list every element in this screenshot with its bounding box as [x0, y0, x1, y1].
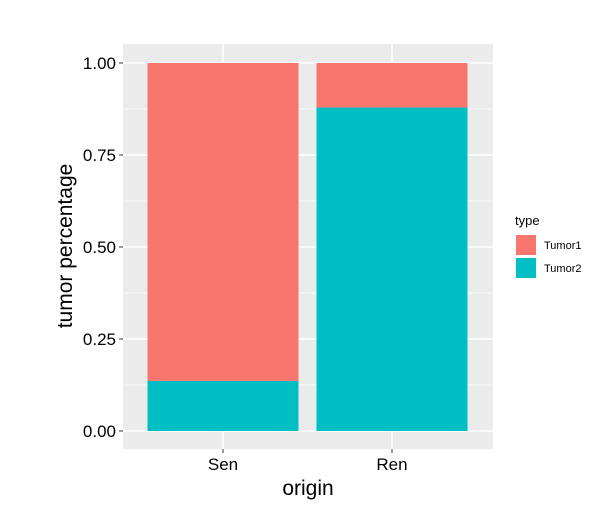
legend-key-tumor1 [516, 235, 536, 255]
y-tick-label: 0.25 [83, 330, 116, 349]
x-tick-label: Sen [208, 455, 238, 474]
y-tick-label: 0.50 [83, 238, 116, 257]
x-tick-label: Ren [376, 455, 407, 474]
bar-ren-tumor1 [316, 63, 468, 108]
x-axis: Sen Ren [208, 449, 408, 474]
bars [147, 63, 468, 431]
y-tick-label: 1.00 [83, 54, 116, 73]
legend-title: type [515, 213, 540, 228]
y-axis-title: tumor percentage [54, 164, 77, 329]
legend-label-tumor1: Tumor1 [544, 240, 582, 252]
legend-label-tumor2: Tumor2 [544, 263, 582, 275]
legend: type Tumor1 Tumor2 [515, 213, 582, 278]
bar-sen-tumor2 [147, 380, 299, 431]
y-tick-label: 0.00 [83, 422, 116, 441]
bar-sen-tumor1 [147, 63, 299, 381]
y-tick-label: 0.75 [83, 146, 116, 165]
legend-key-tumor2 [516, 258, 536, 278]
y-axis: 0.00 0.25 0.50 0.75 1.00 [83, 54, 123, 441]
bar-ren-tumor2 [316, 107, 468, 431]
x-axis-title: origin [282, 477, 333, 500]
